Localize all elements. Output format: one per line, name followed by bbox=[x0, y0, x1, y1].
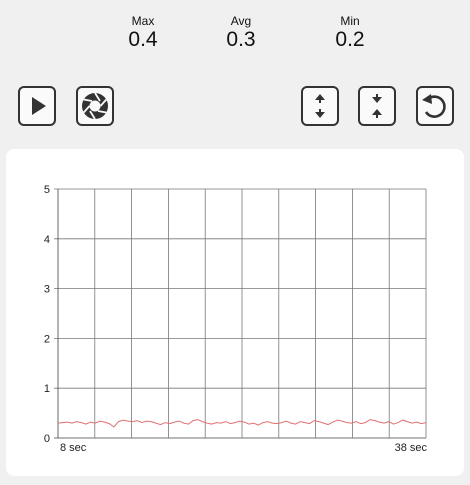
play-icon bbox=[20, 88, 54, 124]
stat-avg: Avg 0.3 bbox=[196, 14, 286, 52]
chart-grid bbox=[54, 189, 426, 438]
stat-min-label: Min bbox=[305, 14, 395, 28]
scale-up-down-button[interactable] bbox=[301, 86, 339, 126]
arrows-up-down-icon bbox=[303, 88, 337, 124]
y-tick-label: 1 bbox=[44, 383, 50, 395]
stat-max: Max 0.4 bbox=[98, 14, 188, 52]
y-tick-label: 4 bbox=[44, 234, 50, 246]
reset-button[interactable] bbox=[416, 86, 454, 126]
scale-down-up-button[interactable] bbox=[358, 86, 396, 126]
stat-avg-value: 0.3 bbox=[196, 28, 286, 52]
arrows-down-up-icon bbox=[360, 88, 394, 124]
y-axis-ticks: 0 1 2 3 4 5 bbox=[44, 184, 50, 445]
y-tick-label: 0 bbox=[44, 433, 50, 445]
refresh-icon bbox=[418, 88, 452, 124]
history-chart: 0 1 2 3 4 5 8 sec 38 sec bbox=[6, 149, 464, 476]
shutter-icon bbox=[78, 88, 112, 124]
x-end-label: 38 sec bbox=[395, 442, 428, 454]
stat-min: Min 0.2 bbox=[305, 14, 395, 52]
stat-max-value: 0.4 bbox=[98, 28, 188, 52]
y-tick-label: 2 bbox=[44, 333, 50, 345]
y-tick-label: 3 bbox=[44, 284, 50, 296]
camera-button[interactable] bbox=[76, 86, 114, 126]
y-tick-label: 5 bbox=[44, 184, 50, 196]
chart-panel: 0 1 2 3 4 5 8 sec 38 sec bbox=[6, 149, 464, 476]
play-button[interactable] bbox=[18, 86, 56, 126]
stat-max-label: Max bbox=[98, 14, 188, 28]
stat-avg-label: Avg bbox=[196, 14, 286, 28]
stat-min-value: 0.2 bbox=[305, 28, 395, 52]
x-start-label: 8 sec bbox=[60, 442, 87, 454]
